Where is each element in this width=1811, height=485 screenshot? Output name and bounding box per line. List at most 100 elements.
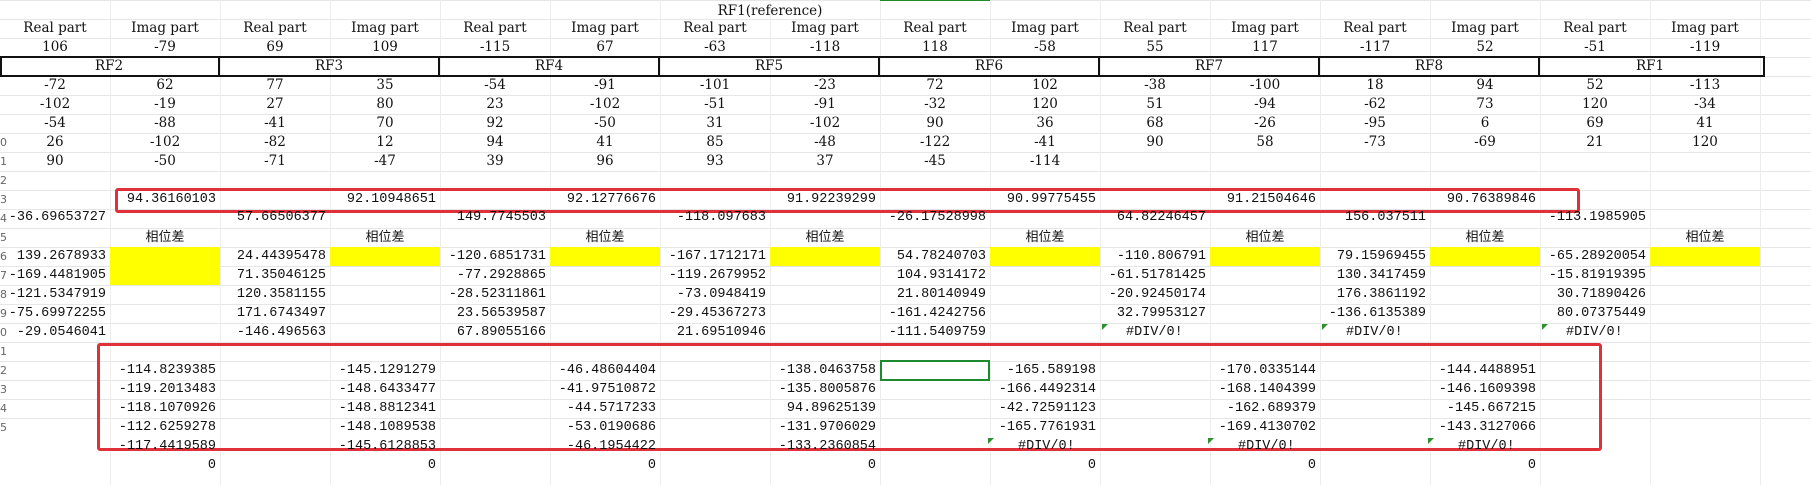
grid-col-line xyxy=(1650,0,1651,485)
grid-row-line xyxy=(0,95,1811,96)
data-cell: 26 xyxy=(46,134,64,150)
data-cell: -114 xyxy=(1029,153,1061,169)
data-cell: -69 xyxy=(1474,134,1496,150)
row-number: 1 xyxy=(0,155,7,168)
column-header: Real part xyxy=(1123,20,1187,36)
column-header: Imag part xyxy=(1451,20,1519,36)
diff-value: #DIV/0! xyxy=(1238,439,1295,454)
diff-value: -145.1291279 xyxy=(338,363,436,378)
rf-label: RF7 xyxy=(1100,57,1320,76)
phase-value: 79.15969455 xyxy=(1336,249,1426,264)
diff-value: -131.9706029 xyxy=(778,420,876,435)
rf1-value: -115 xyxy=(479,39,511,55)
average-value: 90.99775455 xyxy=(1006,192,1096,207)
data-cell: 58 xyxy=(1256,134,1274,150)
yellow-highlight-cell xyxy=(1650,247,1760,266)
diff-value: -145.6128853 xyxy=(338,439,436,454)
data-cell: -91 xyxy=(814,96,836,112)
data-cell: -88 xyxy=(154,115,176,131)
yellow-highlight-cell xyxy=(110,247,220,266)
rf1-value: -63 xyxy=(704,39,726,55)
diff-value: -169.4130702 xyxy=(1218,420,1316,435)
data-cell: 93 xyxy=(706,153,724,169)
grid-col-line xyxy=(660,0,661,485)
average-value: 90.76389846 xyxy=(1446,192,1536,207)
data-cell: -91 xyxy=(594,77,616,93)
grid-row-line xyxy=(0,342,1811,343)
phase-value: -28.52311861 xyxy=(448,287,546,302)
diff-value: -162.689379 xyxy=(1226,401,1316,416)
row-number: 8 xyxy=(0,288,7,301)
selected-cell[interactable] xyxy=(880,360,990,381)
phase-value: -121.5347919 xyxy=(8,287,106,302)
data-cell: 27 xyxy=(266,96,284,112)
column-header: Real part xyxy=(243,20,307,36)
phase-diff-label: 相位差 xyxy=(585,230,625,245)
data-cell: -34 xyxy=(1694,96,1716,112)
data-cell: 77 xyxy=(266,77,284,93)
data-cell: -94 xyxy=(1254,96,1276,112)
grid-col-line xyxy=(550,0,551,485)
rf-label: RF3 xyxy=(220,57,440,76)
yellow-highlight-cell xyxy=(550,247,660,266)
data-cell: 73 xyxy=(1476,96,1494,112)
data-cell: -51 xyxy=(704,96,726,112)
row-number: 9 xyxy=(0,307,7,320)
data-cell: -48 xyxy=(814,134,836,150)
error-indicator xyxy=(988,438,994,444)
phase-diff-label: 相位差 xyxy=(1465,230,1505,245)
yellow-highlight-cell xyxy=(330,247,440,266)
data-cell: 96 xyxy=(596,153,614,169)
grid-col-line xyxy=(990,0,991,485)
grid-row-line xyxy=(0,209,1811,210)
phase-value: -167.1712171 xyxy=(668,249,766,264)
phase-value: -146.496563 xyxy=(236,325,326,340)
data-cell: 90 xyxy=(926,115,944,131)
data-cell: 6 xyxy=(1480,115,1490,131)
grid-row-line xyxy=(0,19,1811,20)
row-number: 6 xyxy=(0,250,7,263)
data-cell: -72 xyxy=(44,77,66,93)
column-header: Imag part xyxy=(351,20,419,36)
data-cell: -122 xyxy=(919,134,951,150)
diff-value: -119.2013483 xyxy=(118,382,216,397)
data-cell: 68 xyxy=(1146,115,1164,131)
zero-value: 0 xyxy=(1087,458,1096,473)
grid-col-line xyxy=(880,0,881,485)
phase-value: -65.28920054 xyxy=(1548,249,1646,264)
rf1-value: 69 xyxy=(266,39,284,55)
row-number: 4 xyxy=(0,212,7,225)
yellow-highlight-cell xyxy=(1430,247,1540,266)
phase-value: 32.79953127 xyxy=(1116,306,1206,321)
rf-label: RF6 xyxy=(880,57,1100,76)
data-cell: -71 xyxy=(264,153,286,169)
row-number: 5 xyxy=(0,421,7,434)
grid-col-line xyxy=(770,0,771,485)
data-cell: 69 xyxy=(1586,115,1604,131)
data-cell: 62 xyxy=(156,77,174,93)
data-cell: -45 xyxy=(924,153,946,169)
phase-diff-label: 相位差 xyxy=(1685,230,1725,245)
phase-value: 120.3581155 xyxy=(236,287,326,302)
phase-value: 30.71890426 xyxy=(1556,287,1646,302)
data-cell: 35 xyxy=(376,77,394,93)
data-cell: 37 xyxy=(816,153,834,169)
diff-value: #DIV/0! xyxy=(1018,439,1075,454)
data-cell: -38 xyxy=(1144,77,1166,93)
rf1-value: 67 xyxy=(596,39,614,55)
data-cell: -32 xyxy=(924,96,946,112)
diff-value: -148.1089538 xyxy=(338,420,436,435)
data-cell: 102 xyxy=(1032,77,1058,93)
grid-col-line xyxy=(1320,0,1321,485)
error-indicator xyxy=(1428,438,1434,444)
phase-value: -120.6851731 xyxy=(448,249,546,264)
data-cell: -54 xyxy=(484,77,506,93)
data-cell: 23 xyxy=(486,96,504,112)
zero-value: 0 xyxy=(1307,458,1316,473)
column-header: Real part xyxy=(23,20,87,36)
phase-value: 171.6743497 xyxy=(236,306,326,321)
diff-value: -135.8005876 xyxy=(778,382,876,397)
data-cell: -82 xyxy=(264,134,286,150)
grid-row-line xyxy=(0,171,1811,172)
